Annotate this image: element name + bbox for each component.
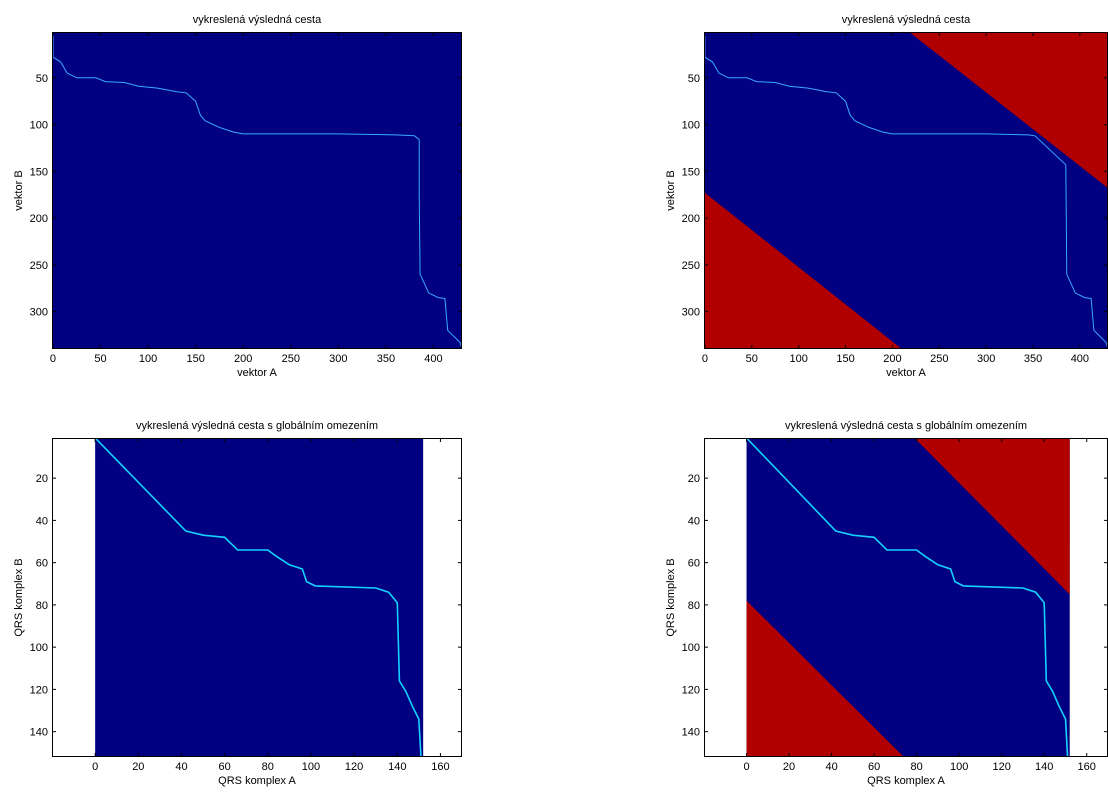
x-tick-label: 200 [234, 353, 252, 365]
x-tick-label: 60 [868, 761, 880, 773]
x-tick-label: 160 [1078, 761, 1096, 773]
y-tick-label: 60 [36, 558, 48, 570]
constraint-region-upper [909, 32, 1108, 189]
y-tick-label: 200 [682, 213, 700, 225]
y-tick-label: 120 [30, 684, 48, 696]
constraint-region-lower [704, 192, 902, 349]
warping-path [94, 438, 422, 757]
y-tick-label: 300 [682, 307, 700, 319]
warping-path [745, 438, 1069, 757]
chart-title: vykreslená výsledná cesta s globálním om… [136, 420, 378, 432]
x-tick-label: 400 [1071, 353, 1089, 365]
x-axis-label: vektor A [886, 367, 926, 379]
cost-matrix [52, 32, 462, 349]
y-tick-label: 100 [30, 120, 48, 132]
y-tick-label: 50 [688, 73, 700, 85]
warping-path [704, 32, 1108, 349]
y-tick-label: 150 [30, 166, 48, 178]
x-tick-label: 50 [94, 353, 106, 365]
y-tick-label: 20 [36, 473, 48, 485]
x-tick-label: 250 [282, 353, 300, 365]
x-tick-label: 350 [377, 353, 395, 365]
y-axis-label: QRS komplex B [13, 558, 25, 636]
y-tick-label: 80 [688, 600, 700, 612]
y-tick-label: 120 [682, 684, 700, 696]
x-tick-label: 100 [302, 761, 320, 773]
warping-path [52, 32, 462, 349]
x-tick-label: 50 [746, 353, 758, 365]
y-tick-label: 200 [30, 213, 48, 225]
y-tick-label: 50 [36, 73, 48, 85]
x-tick-label: 0 [50, 353, 56, 365]
cost-matrix [95, 438, 424, 757]
x-tick-label: 20 [132, 761, 144, 773]
x-tick-label: 200 [883, 353, 901, 365]
chart-title: vykreslená výsledná cesta [193, 14, 322, 26]
y-axis-label: QRS komplex B [665, 558, 677, 636]
x-tick-label: 150 [186, 353, 204, 365]
x-axis-label: QRS komplex A [867, 775, 945, 787]
y-tick-label: 40 [688, 515, 700, 527]
x-tick-label: 40 [825, 761, 837, 773]
chart-title: vykreslená výsledná cesta s globálním om… [785, 420, 1027, 432]
y-tick-label: 100 [682, 120, 700, 132]
x-tick-label: 40 [175, 761, 187, 773]
x-tick-label: 0 [92, 761, 98, 773]
y-tick-label: 140 [682, 727, 700, 739]
x-tick-label: 20 [783, 761, 795, 773]
y-tick-label: 40 [36, 515, 48, 527]
y-tick-label: 300 [30, 307, 48, 319]
x-tick-label: 120 [993, 761, 1011, 773]
y-tick-label: 140 [30, 727, 48, 739]
x-tick-label: 160 [431, 761, 449, 773]
axes-frame [52, 438, 462, 757]
subplot-1: 0 50 100 150 200 250 300 350 400 50 100 150 200 250 30… [13, 14, 462, 379]
x-tick-label: 60 [219, 761, 231, 773]
x-tick-label: 120 [345, 761, 363, 773]
x-axis-label: vektor A [237, 367, 277, 379]
x-tick-label: 0 [702, 353, 708, 365]
y-tick-label: 250 [682, 260, 700, 272]
x-tick-label: 140 [1035, 761, 1053, 773]
y-tick-label: 100 [30, 642, 48, 654]
x-tick-label: 100 [789, 353, 807, 365]
x-tick-label: 400 [424, 353, 442, 365]
y-axis-label: vektor B [665, 170, 677, 210]
x-tick-label: 0 [743, 761, 749, 773]
x-tick-label: 350 [1024, 353, 1042, 365]
y-tick-label: 20 [688, 473, 700, 485]
y-axis-label: vektor B [13, 170, 25, 210]
x-tick-label: 150 [836, 353, 854, 365]
y-tick-label: 80 [36, 600, 48, 612]
y-tick-label: 250 [30, 260, 48, 272]
y-tick-label: 100 [682, 642, 700, 654]
subplot-2: 0 50 100 150 200 250 300 350 400 50 100 150 200 250 30… [665, 14, 1108, 379]
y-tick-label: 150 [682, 166, 700, 178]
x-tick-label: 80 [262, 761, 274, 773]
subplot-4: 0 20 40 60 80 100 120 140 160 20 40 60 80 100 120 140 vy… [665, 420, 1108, 787]
x-tick-label: 100 [139, 353, 157, 365]
x-axis-label: QRS komplex A [218, 775, 296, 787]
x-tick-label: 100 [950, 761, 968, 773]
axes-frame [52, 32, 462, 349]
chart-title: vykreslená výsledná cesta [842, 14, 971, 26]
constraint-region-upper [914, 438, 1070, 595]
constraint-region-lower [746, 600, 904, 757]
x-tick-label: 80 [911, 761, 923, 773]
subplot-3: 0 20 40 60 80 100 120 140 160 20 40 60 80 100 120 140 vy… [13, 420, 462, 787]
x-tick-label: 250 [930, 353, 948, 365]
x-tick-label: 300 [977, 353, 995, 365]
y-tick-label: 60 [688, 558, 700, 570]
x-tick-label: 140 [388, 761, 406, 773]
x-tick-label: 300 [329, 353, 347, 365]
